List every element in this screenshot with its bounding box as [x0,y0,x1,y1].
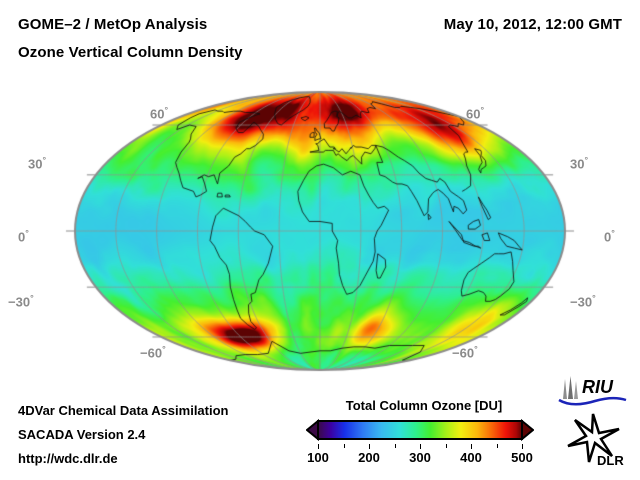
colorbar-tick [318,444,319,449]
ozone-map-canvas [0,78,640,378]
page-title: GOME–2 / MetOp Analysis [18,16,208,33]
latitude-label-right: −60° [452,344,478,361]
colorbar-ticks: 100 200 300 400 500 [306,444,534,466]
latitude-label-right: 30° [570,155,589,172]
colorbar-tick [420,444,421,449]
colorbar [306,418,534,442]
footer-line-2: SACADA Version 2.4 [18,427,146,442]
latitude-label-right: 0° [604,228,615,245]
colorbar-minor-tick [496,444,498,448]
colorbar-minor-tick [343,444,345,448]
colorbar-tick-label: 400 [460,450,482,465]
colorbar-minor-tick [445,444,447,448]
colorbar-tick-label: 200 [358,450,380,465]
latitude-label-left: −30° [8,293,34,310]
riu-logo: RIU [558,376,627,406]
footer-line-3[interactable]: http://wdc.dlr.de [18,451,118,466]
riu-wave-icon [558,396,627,406]
colorbar-minor-tick [394,444,396,448]
riu-wordmark: RIU [582,377,614,397]
latitude-label-left: 30° [28,155,47,172]
latitude-label-left: 60° [150,105,169,122]
colorbar-tick-label: 100 [307,450,329,465]
latitude-label-left: −60° [140,344,166,361]
colorbar-tick-label: 300 [409,450,431,465]
footer-line-1: 4DVar Chemical Data Assimilation [18,403,229,418]
colorbar-tick [471,444,472,449]
colorbar-gradient [306,418,534,442]
dlr-pinwheel-icon [567,413,620,463]
colorbar-tick [369,444,370,449]
colorbar-tick-label: 500 [511,450,533,465]
datetime-label: May 10, 2012, 12:00 GMT [443,16,622,33]
colorbar-tick [522,444,523,449]
latitude-label-right: −30° [570,293,596,310]
page-subtitle: Ozone Vertical Column Density [18,44,243,61]
ozone-map: 60° 30° 0° −30° −60° 60° 30° 0° −30° −60° [0,78,640,378]
dlr-logo: DLR [567,413,624,468]
riu-towers-icon [563,376,578,399]
colorbar-title: Total Column Ozone [DU] [345,398,503,413]
latitude-label-right: 60° [466,105,485,122]
latitude-label-left: 0° [18,228,29,245]
dlr-wordmark: DLR [597,453,624,468]
